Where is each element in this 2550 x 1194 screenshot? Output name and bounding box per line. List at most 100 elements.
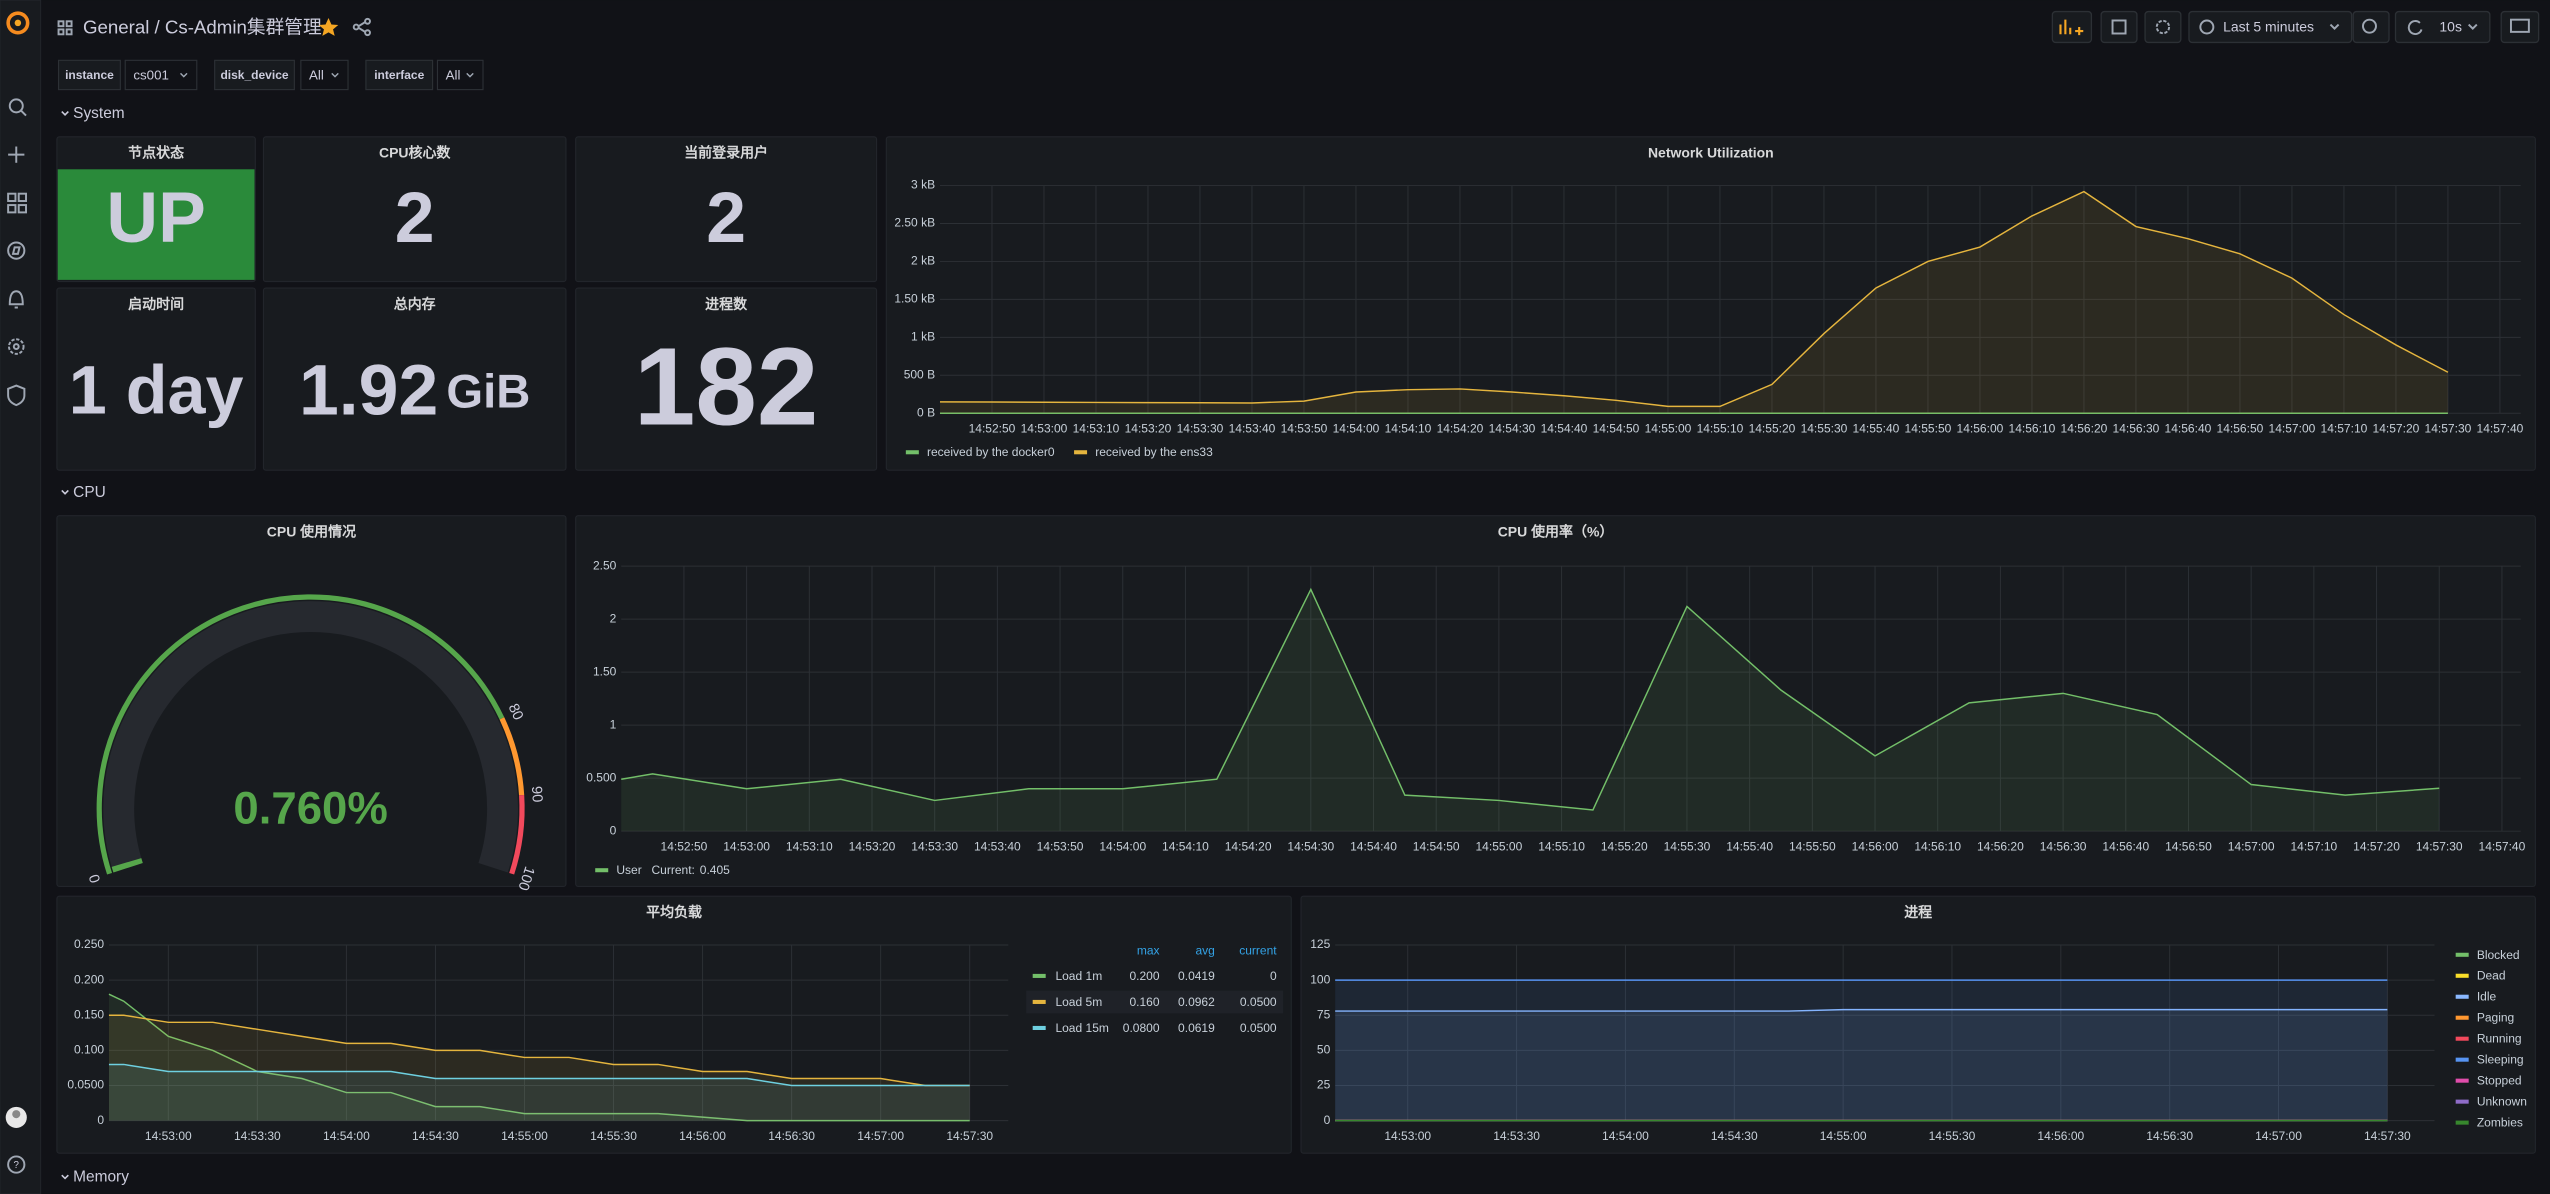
legend-stat: 0.160 bbox=[1129, 995, 1159, 1009]
breadcrumb: General / Cs-Admin集群管理 bbox=[57, 17, 371, 38]
row-chevron[interactable] bbox=[61, 489, 69, 495]
zoom-out-button[interactable] bbox=[2352, 10, 2390, 44]
legend-label[interactable]: Running bbox=[2477, 1032, 2522, 1046]
icon-part bbox=[57, 28, 65, 36]
y-tick-label: 0.100 bbox=[74, 1043, 104, 1057]
panel-title: 当前登录用户 bbox=[684, 145, 768, 161]
search-icon[interactable] bbox=[8, 98, 27, 117]
panel bbox=[885, 136, 2536, 471]
profile-avatar[interactable] bbox=[5, 1106, 27, 1128]
x-tick-label: 14:53:40 bbox=[974, 840, 1021, 854]
legend-label[interactable]: Load 1m bbox=[1055, 969, 1102, 983]
y-tick-label: 50 bbox=[1317, 1043, 1331, 1057]
create-icon[interactable] bbox=[8, 146, 25, 163]
alerting-icon[interactable] bbox=[8, 290, 24, 309]
help-icon[interactable]: ? bbox=[7, 1155, 26, 1174]
x-tick-label: 14:53:00 bbox=[145, 1129, 192, 1143]
series-line bbox=[621, 587, 2440, 811]
legend-label[interactable]: User bbox=[616, 863, 641, 877]
x-tick-label: 14:55:20 bbox=[1749, 422, 1796, 436]
star-button[interactable] bbox=[318, 18, 339, 36]
variable-select[interactable] bbox=[436, 59, 484, 91]
icon-part bbox=[8, 290, 24, 306]
y-tick-label: 100 bbox=[1310, 972, 1330, 986]
y-tick-label: 0.200 bbox=[74, 972, 104, 986]
icon-part bbox=[7, 241, 26, 260]
x-tick-label: 14:54:40 bbox=[1350, 840, 1397, 854]
legend-label[interactable]: Idle bbox=[2477, 990, 2497, 1004]
admin-icon[interactable] bbox=[7, 384, 26, 407]
gauge-tick-label: 90 bbox=[528, 786, 545, 803]
legend-label[interactable]: received by the docker0 bbox=[927, 445, 1055, 459]
row-title[interactable]: Memory bbox=[73, 1169, 129, 1186]
legend-label[interactable]: Stopped bbox=[2477, 1074, 2522, 1088]
refresh-picker[interactable] bbox=[2394, 10, 2491, 44]
share-button[interactable] bbox=[352, 17, 371, 37]
y-tick-label: 25 bbox=[1317, 1078, 1331, 1092]
x-tick-label: 14:53:30 bbox=[234, 1129, 281, 1143]
save-button[interactable] bbox=[2100, 10, 2138, 44]
y-tick-label: 1.50 kB bbox=[894, 292, 935, 306]
x-tick-label: 14:53:30 bbox=[911, 840, 958, 854]
row-chevron[interactable] bbox=[61, 110, 69, 116]
legend-stat: 0 bbox=[1270, 969, 1277, 983]
x-tick-label: 14:54:30 bbox=[1287, 840, 1334, 854]
x-tick-label: 14:56:00 bbox=[2037, 1129, 2084, 1143]
icon-part bbox=[65, 28, 73, 36]
row-chevron[interactable] bbox=[61, 1174, 69, 1180]
legend-label[interactable]: Zombies bbox=[2477, 1116, 2523, 1130]
y-tick-label: 2.50 bbox=[593, 558, 617, 572]
panel bbox=[575, 515, 2536, 888]
tv-mode-button[interactable] bbox=[2500, 10, 2540, 44]
avatar-head bbox=[12, 1110, 21, 1119]
legend-stat: 0.0500 bbox=[1240, 1021, 1277, 1035]
legend-label[interactable]: Sleeping bbox=[2477, 1053, 2524, 1067]
x-tick-label: 14:57:00 bbox=[2228, 840, 2275, 854]
y-tick-label: 2 bbox=[610, 611, 617, 625]
legend-header: avg bbox=[1195, 944, 1214, 958]
breadcrumb-home[interactable]: General bbox=[83, 17, 149, 38]
legend-label[interactable]: Load 5m bbox=[1055, 995, 1102, 1009]
dashboards-icon[interactable] bbox=[7, 192, 27, 214]
stat-value: UP bbox=[106, 178, 205, 258]
legend-label[interactable]: received by the ens33 bbox=[1095, 445, 1213, 459]
stat-value: 1.92 GiB bbox=[299, 350, 530, 430]
chevron bbox=[466, 72, 474, 78]
clock-icon bbox=[2199, 19, 2215, 35]
icon-part bbox=[65, 20, 73, 28]
variable-label-box bbox=[214, 59, 295, 91]
x-tick-label: 14:54:30 bbox=[1711, 1129, 1758, 1143]
x-tick-label: 14:54:00 bbox=[323, 1129, 370, 1143]
series-line bbox=[108, 993, 970, 1122]
icon-part bbox=[364, 29, 371, 37]
variable-select[interactable] bbox=[300, 59, 349, 91]
row-title[interactable]: CPU bbox=[73, 484, 106, 501]
time-picker[interactable] bbox=[2188, 10, 2353, 44]
grafana-logo[interactable] bbox=[6, 11, 30, 35]
x-tick-label: 14:57:20 bbox=[2353, 840, 2400, 854]
y-tick-label: 1 bbox=[610, 717, 617, 731]
legend-label[interactable]: Dead bbox=[2477, 969, 2506, 983]
x-tick-label: 14:57:20 bbox=[2373, 422, 2420, 436]
icon-part bbox=[364, 17, 371, 25]
icon-part bbox=[17, 204, 27, 214]
legend-label[interactable]: Paging bbox=[2477, 1011, 2514, 1025]
row-title[interactable]: System bbox=[73, 105, 124, 122]
settings-button[interactable] bbox=[2144, 10, 2182, 44]
help-glyph: ? bbox=[14, 1160, 20, 1171]
x-tick-label: 14:57:10 bbox=[2321, 422, 2368, 436]
y-tick-label: 125 bbox=[1310, 937, 1330, 951]
chevron bbox=[179, 72, 188, 78]
legend-label[interactable]: Blocked bbox=[2477, 948, 2520, 962]
add-panel-button[interactable] bbox=[2051, 10, 2093, 44]
sidebar bbox=[0, 0, 42, 1194]
panel-title: 进程 bbox=[1904, 904, 1932, 920]
configuration-icon[interactable] bbox=[7, 338, 25, 355]
panel bbox=[56, 287, 256, 471]
legend-label[interactable]: Load 15m bbox=[1055, 1021, 1108, 1035]
gauge-value bbox=[111, 858, 143, 873]
explore-icon[interactable] bbox=[7, 241, 26, 260]
y-tick-label: 1.50 bbox=[593, 664, 617, 678]
x-tick-label: 14:55:50 bbox=[1905, 422, 1952, 436]
legend-label[interactable]: Unknown bbox=[2477, 1095, 2527, 1109]
